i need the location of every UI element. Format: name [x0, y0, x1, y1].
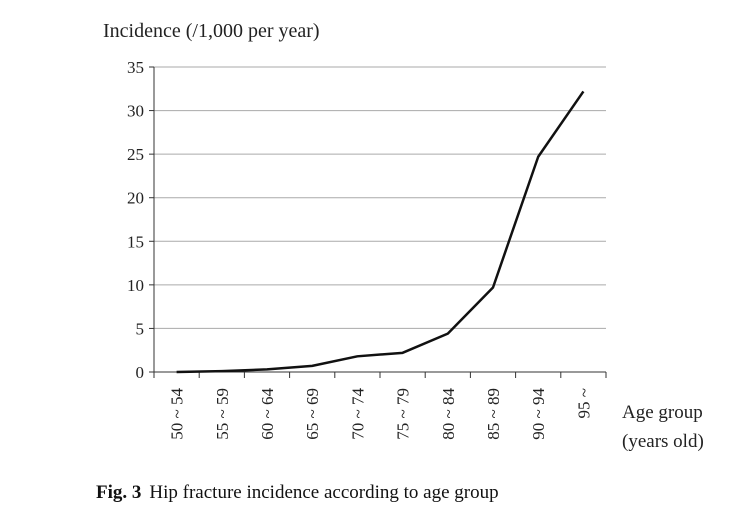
- line: [176, 90, 585, 374]
- y-tick-label: 35: [127, 58, 144, 77]
- x-tick-label: 70 ~ 74: [348, 388, 367, 440]
- y-axis-label: Incidence (/1,000 per year): [103, 20, 320, 42]
- x-tick-label: 55 ~ 59: [213, 388, 232, 440]
- figure-label: Fig. 3: [96, 482, 142, 503]
- x-tick-label: 95 ~: [574, 388, 593, 418]
- y-tick-label: 25: [127, 145, 144, 164]
- x-tick-label: 90 ~ 94: [529, 388, 548, 440]
- y-tick-label: 15: [127, 232, 144, 251]
- caption: Fig. 3 Hip fracture incidence according t…: [96, 482, 499, 504]
- x-tick-label: 85 ~ 89: [484, 388, 503, 440]
- y-tick-label: 5: [136, 319, 145, 338]
- x-tick-label: 50 ~ 54: [168, 388, 187, 440]
- x-tick-label: 75 ~ 79: [394, 388, 413, 440]
- chart-title: Hip fracture incidence according to age …: [149, 482, 499, 503]
- y-tick-label: 10: [127, 276, 144, 295]
- y-tick-label: 30: [127, 102, 144, 121]
- x-tick-label: 65 ~ 69: [303, 388, 322, 440]
- x-axis-label: Age group (years old): [622, 402, 704, 452]
- x-tick-label: 80 ~ 84: [439, 388, 458, 440]
- y-tick-label: 0: [136, 363, 145, 382]
- y-tick-label: 20: [127, 189, 144, 208]
- x-tick-label: 60 ~ 64: [258, 388, 277, 440]
